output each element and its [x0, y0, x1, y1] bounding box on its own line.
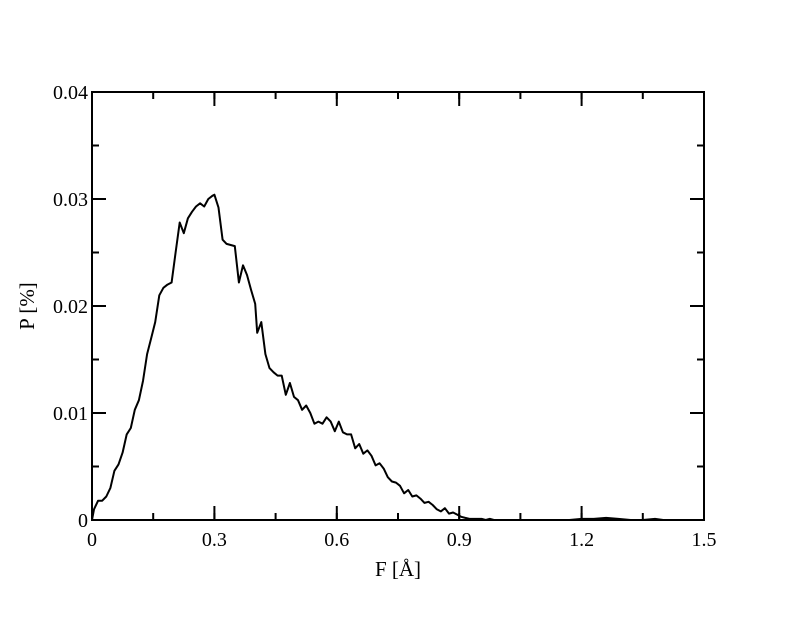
- series-line-0: [91, 193, 664, 521]
- y-tick-label: 0.02: [53, 296, 88, 318]
- x-tick-label: 0.9: [447, 529, 472, 551]
- plot-frame: [91, 91, 705, 521]
- x-tick-label: 0.3: [202, 529, 227, 551]
- tick-labels-layer: 0 0.3 0.6 0.9 1.2 1.5 0 0.01 0.02 0.03 0.04: [53, 82, 717, 551]
- y-tick-label: 0.01: [53, 403, 88, 425]
- x-tick-label: 1.5: [692, 529, 717, 551]
- y-tick-label: 0.03: [53, 189, 88, 211]
- ticks-layer: [91, 91, 705, 521]
- y-axis-label: P [%]: [15, 282, 39, 330]
- series-layer: [91, 193, 664, 521]
- x-tick-label: 1.2: [569, 529, 594, 551]
- x-tick-label: 0: [87, 529, 97, 551]
- x-axis-label: F [Å]: [375, 557, 421, 581]
- x-tick-label: 0.6: [324, 529, 349, 551]
- y-tick-label: 0: [78, 510, 88, 532]
- y-tick-label: 0.04: [53, 82, 88, 104]
